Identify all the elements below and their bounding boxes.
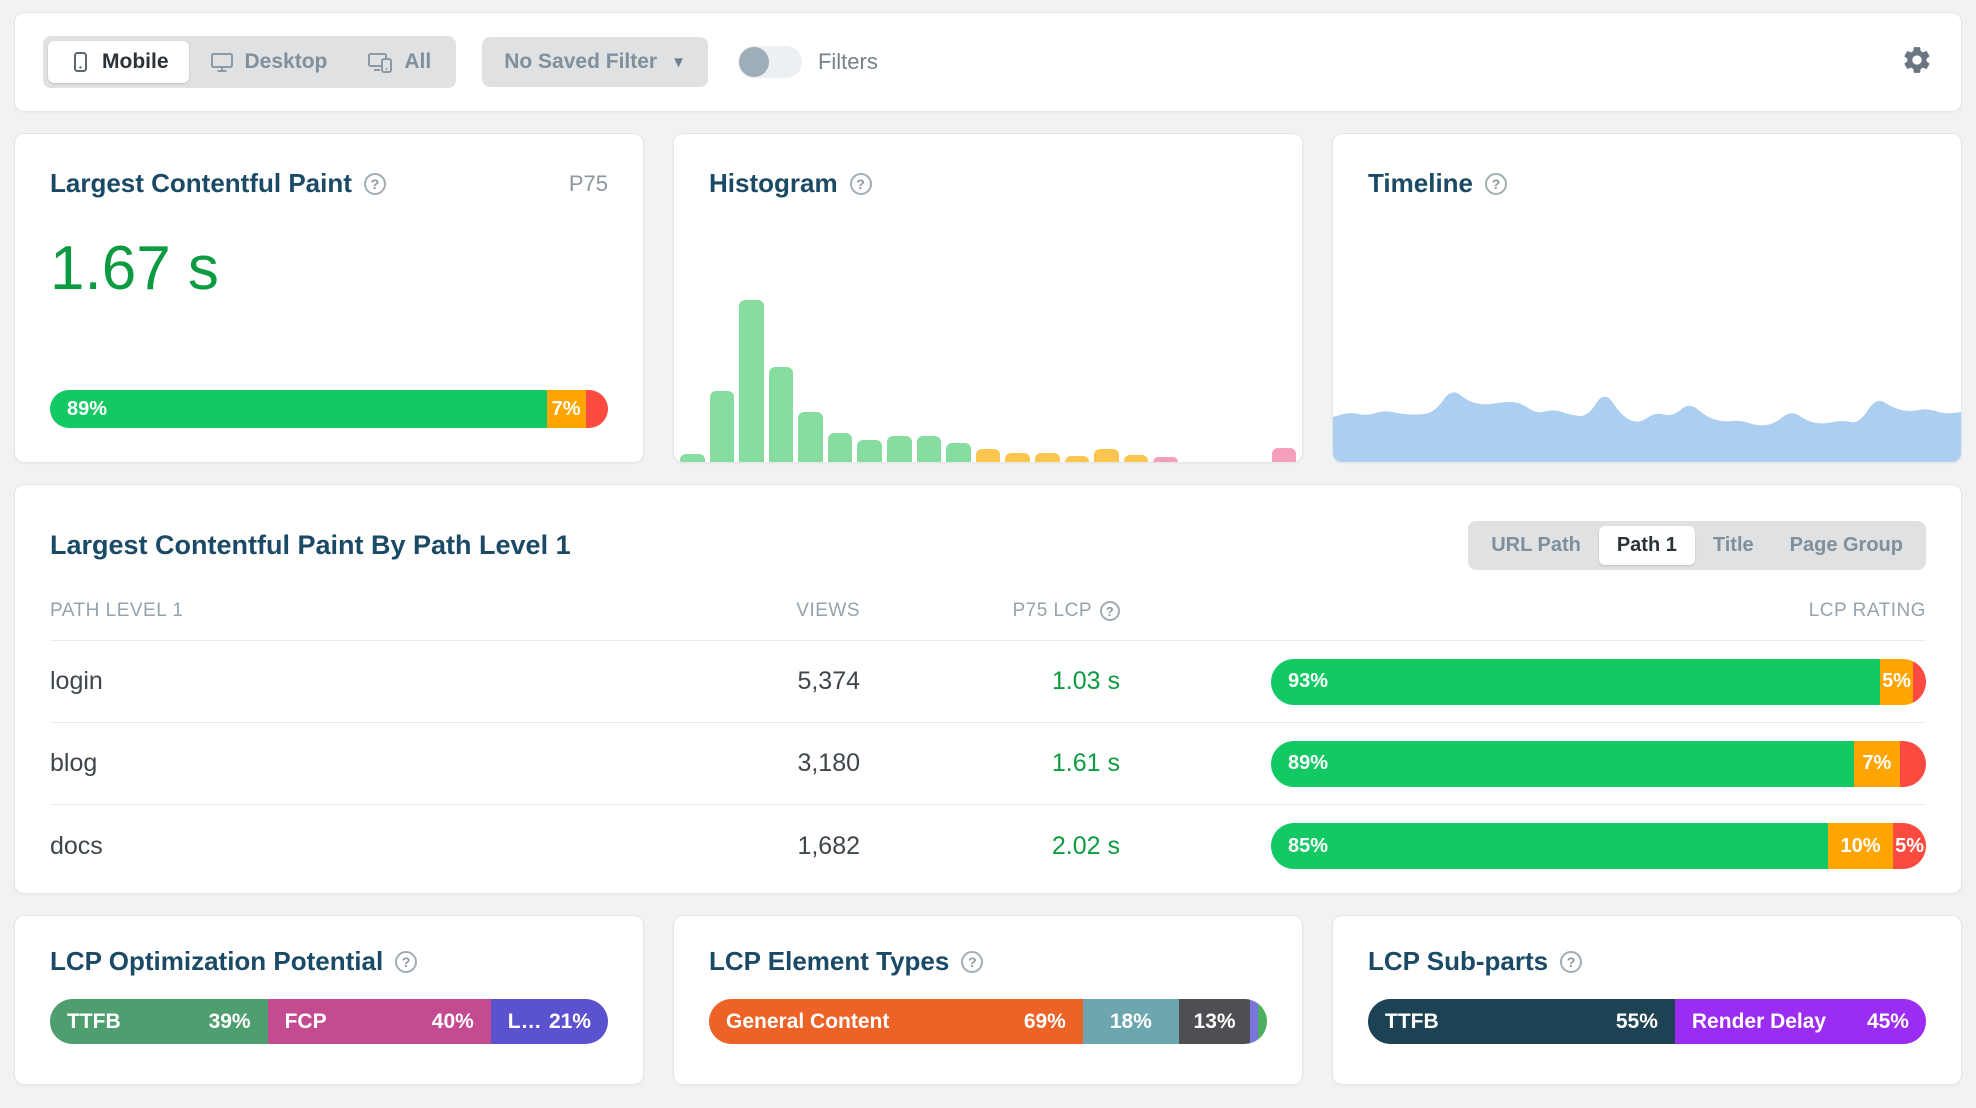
- card-title: LCP Sub-parts: [1368, 946, 1549, 976]
- device-tab-all[interactable]: All: [347, 41, 451, 83]
- desktop-monitor-icon: [209, 50, 235, 74]
- device-tab-label: Mobile: [102, 50, 169, 73]
- path-cell: docs: [50, 831, 103, 860]
- breakdown-tabs: URL Path Path 1 Title Page Group: [1468, 521, 1926, 570]
- tab-label: URL Path: [1491, 534, 1581, 556]
- p75-cell: 1.03 s: [1051, 667, 1120, 695]
- histogram-card: Histogram ?: [673, 133, 1303, 463]
- lcp-subparts-card: LCP Sub-parts ? TTFB 55% Render Delay 45%: [1332, 915, 1962, 1085]
- mobile-phone-icon: [68, 50, 92, 74]
- row-rating-bar: 85% 10% 5%: [1271, 823, 1926, 869]
- device-tab-label: All: [404, 50, 432, 73]
- row-rating-bar: 93% 5%: [1271, 658, 1926, 705]
- column-header-views: VIEWS: [796, 600, 860, 621]
- help-icon[interactable]: ?: [961, 950, 984, 973]
- lcp-by-path-card: Largest Contentful Paint By Path Level 1…: [14, 484, 1962, 894]
- settings-gear-icon[interactable]: [1901, 44, 1933, 81]
- timeline-area-chart: [1333, 392, 1961, 462]
- help-icon[interactable]: ?: [363, 172, 386, 195]
- table-header-row: PATH LEVEL 1 VIEWS P75 LCP ? LCP RATING: [50, 600, 1926, 641]
- row-rating-bar: 89% 7%: [1271, 740, 1926, 787]
- p75-cell: 2.02 s: [1051, 831, 1120, 860]
- device-tab-label: Desktop: [244, 50, 328, 73]
- path-cell: blog: [50, 749, 98, 777]
- card-title: Timeline: [1368, 168, 1474, 198]
- help-icon[interactable]: ?: [1560, 950, 1583, 973]
- p75-cell: 1.61 s: [1051, 749, 1120, 777]
- card-title: LCP Optimization Potential: [50, 946, 384, 976]
- tab-page-group[interactable]: Page Group: [1772, 526, 1921, 565]
- table-row[interactable]: docs 1,682 2.02 s 85% 10% 5%: [50, 805, 1926, 887]
- element-types-stacked-bar: General Content 69% 18% 13%: [709, 999, 1267, 1044]
- table-title: Largest Contentful Paint By Path Level 1: [50, 530, 571, 560]
- device-tab-desktop[interactable]: Desktop: [189, 41, 348, 83]
- histogram-bars: [680, 300, 1297, 462]
- lcp-rating-bar: 89% 7%: [50, 390, 608, 428]
- device-segmented-control: Mobile Desktop All: [43, 36, 457, 88]
- filters-label: Filters: [817, 49, 878, 74]
- card-title: Histogram: [709, 168, 838, 198]
- tab-label: Path 1: [1616, 534, 1677, 556]
- column-header-p75-label: P75 LCP: [1012, 600, 1092, 621]
- path-cell: login: [50, 667, 103, 695]
- help-icon[interactable]: ?: [395, 950, 418, 973]
- filters-toggle-wrap: Filters: [737, 46, 878, 78]
- timeline-card: Timeline ?: [1332, 133, 1962, 463]
- table-row[interactable]: login 5,374 1.03 s 93% 5%: [50, 641, 1926, 723]
- chevron-down-icon: ▼: [671, 53, 686, 71]
- toggle-knob: [738, 47, 769, 77]
- percentile-label: P75: [568, 170, 608, 196]
- tab-label: Title: [1712, 534, 1754, 556]
- views-cell: 1,682: [797, 831, 860, 860]
- card-title: Largest Contentful Paint: [50, 168, 352, 198]
- saved-filter-label: No Saved Filter: [504, 50, 658, 73]
- saved-filter-dropdown[interactable]: No Saved Filter ▼: [482, 37, 708, 87]
- tab-label: Page Group: [1789, 534, 1903, 556]
- lcp-summary-card: Largest Contentful Paint ? P75 1.67 s 89…: [14, 133, 644, 463]
- column-header-rating: LCP RATING: [1808, 600, 1926, 621]
- column-header-path: PATH LEVEL 1: [50, 600, 184, 621]
- subparts-stacked-bar: TTFB 55% Render Delay 45%: [1368, 999, 1926, 1044]
- help-icon[interactable]: ?: [1100, 601, 1120, 621]
- device-tab-mobile[interactable]: Mobile: [48, 41, 189, 83]
- lcp-element-types-card: LCP Element Types ? General Content 69% 18…: [673, 915, 1303, 1085]
- optimization-stacked-bar: TTFB 39% FCP 40% L… 21%: [50, 999, 608, 1044]
- all-devices-icon: [367, 50, 394, 74]
- tab-path-1[interactable]: Path 1: [1598, 526, 1695, 565]
- column-header-p75: P75 LCP ?: [860, 600, 1120, 622]
- table-row[interactable]: blog 3,180 1.61 s 89% 7%: [50, 723, 1926, 805]
- lcp-optimization-card: LCP Optimization Potential ? TTFB 39% FCP 4…: [14, 915, 644, 1085]
- tab-title[interactable]: Title: [1695, 526, 1772, 565]
- lcp-value: 1.67 s: [50, 234, 219, 303]
- tab-url-path[interactable]: URL Path: [1473, 526, 1599, 565]
- views-cell: 5,374: [797, 667, 860, 695]
- filters-toggle[interactable]: [737, 46, 802, 78]
- help-icon[interactable]: ?: [1485, 172, 1508, 195]
- help-icon[interactable]: ?: [849, 172, 872, 195]
- card-title: LCP Element Types: [709, 946, 950, 976]
- views-cell: 3,180: [797, 749, 860, 777]
- toolbar: Mobile Desktop All: [14, 12, 1962, 112]
